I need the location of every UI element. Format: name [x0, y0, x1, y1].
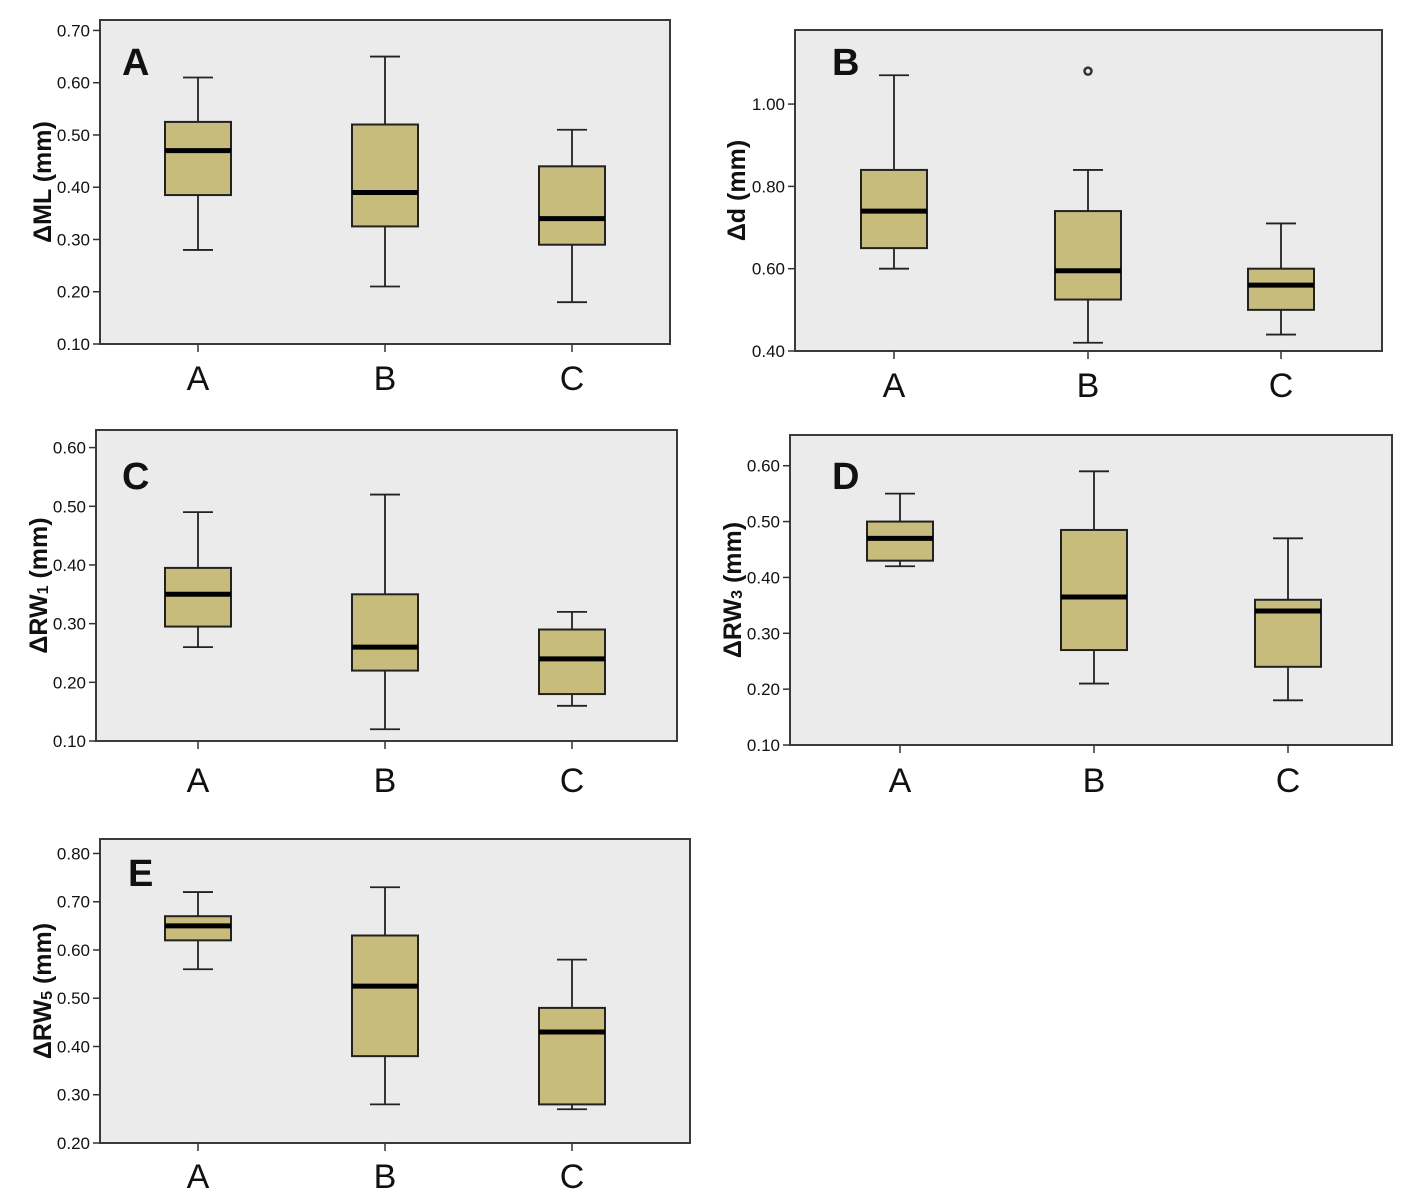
box-b [351, 886, 419, 1106]
y-tick-label: 0.40 [53, 556, 86, 575]
iqr-box [351, 934, 419, 1058]
y-tick-label: 0.60 [752, 260, 785, 279]
iqr-box [538, 165, 606, 246]
y-axis-title: ΔRW3 (mm) [719, 522, 747, 658]
outlier-point [1083, 66, 1093, 76]
y-axis-title: ΔML (mm) [29, 121, 57, 243]
y-tick-label: 0.20 [57, 1134, 90, 1153]
panel-letter: B [832, 42, 859, 84]
y-tick-label: 0.60 [57, 941, 90, 960]
x-tick-label: B [374, 1158, 397, 1196]
y-tick-label: 0.50 [747, 513, 780, 532]
box-b [351, 55, 419, 288]
y-tick-label: 1.00 [752, 95, 785, 114]
x-tick-label: A [187, 762, 210, 800]
iqr-box [1247, 267, 1315, 311]
box-a [866, 492, 934, 568]
x-tick-label: B [1077, 367, 1100, 405]
box-c [1247, 222, 1315, 336]
y-tick-label: 0.40 [752, 342, 785, 361]
y-tick-label: 0.20 [53, 673, 86, 692]
x-tick-label: C [560, 762, 585, 800]
y-tick-label: 0.30 [57, 230, 90, 249]
x-tick-label: B [1083, 762, 1106, 800]
iqr-box [538, 1006, 606, 1106]
x-tick-label: C [1276, 762, 1301, 800]
x-tick-label: A [187, 360, 210, 398]
y-tick-label: 0.30 [747, 624, 780, 643]
box-c [1254, 537, 1322, 702]
y-tick-label: 0.60 [747, 457, 780, 476]
y-tick-label: 0.40 [57, 178, 90, 197]
y-tick-label: 0.70 [57, 21, 90, 40]
box-a [860, 74, 928, 270]
panel-e: E 0.20 0.30 0.40 0.50 0.60 0.70 0.80 ΔRW5 (mm) A B… [29, 838, 691, 1196]
x-tick-label: B [374, 762, 397, 800]
x-tick-label: C [560, 1158, 585, 1196]
y-tick-label: 0.30 [53, 615, 86, 634]
y-tick-label: 0.10 [747, 736, 780, 755]
iqr-box [1060, 528, 1128, 652]
panel-letter: E [128, 853, 153, 895]
iqr-box [164, 566, 232, 628]
box-a [164, 76, 232, 251]
y-tick-label: 0.80 [57, 844, 90, 863]
iqr-box [351, 123, 419, 228]
y-axis-title: Δd (mm) [723, 140, 751, 241]
y-tick-label: 0.80 [752, 177, 785, 196]
y-axis-title: ΔRW5 (mm) [29, 923, 57, 1059]
panel-letter: D [832, 456, 859, 498]
y-tick-label: 0.20 [747, 680, 780, 699]
x-tick-label: B [374, 360, 397, 398]
iqr-box [164, 120, 232, 197]
x-tick-label: A [889, 762, 912, 800]
box-b [351, 493, 419, 731]
y-tick-label: 0.50 [53, 497, 86, 516]
y-tick-label: 0.50 [57, 126, 90, 145]
box-b [1054, 66, 1122, 344]
panel-letter: C [122, 456, 149, 498]
box-c [538, 958, 606, 1111]
y-tick-label: 0.10 [57, 335, 90, 354]
y-tick-label: 0.40 [57, 1037, 90, 1056]
x-tick-label: A [883, 367, 906, 405]
y-tick-label: 0.50 [57, 989, 90, 1008]
iqr-box [538, 628, 606, 696]
y-tick-label: 0.70 [57, 893, 90, 912]
panel-d: D 0.10 0.20 0.30 0.40 0.50 0.60 ΔRW3 (mm) A B C [719, 434, 1393, 800]
panel-c: C 0.10 0.20 0.30 0.40 0.50 0.60 ΔRW1 (mm) A B C [25, 429, 678, 800]
panel-a: A 0.10 0.20 0.30 0.40 0.50 0.60 0.70 ΔML (mm) A B C [29, 19, 671, 398]
box-c [538, 128, 606, 304]
box-c [538, 611, 606, 707]
panel-letter: A [122, 42, 149, 84]
panel-b: B 0.40 0.60 0.80 1.00 Δd (mm) A B C [723, 29, 1383, 405]
y-axis-title: ΔRW1 (mm) [25, 517, 53, 653]
x-tick-label: C [560, 360, 585, 398]
box-a [164, 891, 232, 971]
x-tick-label: A [187, 1158, 210, 1196]
box-a [164, 511, 232, 649]
iqr-box [1054, 210, 1122, 301]
y-tick-label: 0.20 [57, 283, 90, 302]
x-tick-label: C [1269, 367, 1294, 405]
y-tick-label: 0.60 [57, 74, 90, 93]
y-tick-label: 0.30 [57, 1086, 90, 1105]
y-tick-label: 0.60 [53, 439, 86, 458]
iqr-box [866, 520, 934, 562]
y-tick-label: 0.10 [53, 732, 86, 751]
y-tick-label: 0.40 [747, 568, 780, 587]
iqr-box [351, 593, 419, 672]
box-b [1060, 470, 1128, 685]
